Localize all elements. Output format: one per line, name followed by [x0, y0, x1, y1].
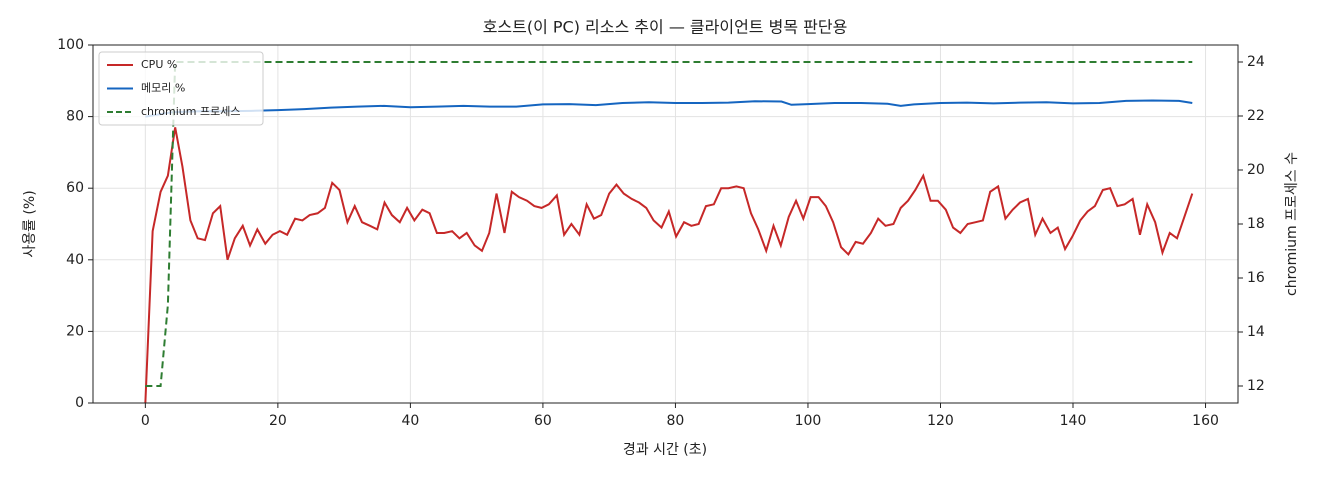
y2-tick-label: 16 [1247, 270, 1265, 286]
y-tick-label: 60 [66, 180, 84, 196]
y2-tick-label: 24 [1247, 54, 1265, 70]
x-tick-label: 60 [534, 413, 552, 429]
x-tick-label: 80 [667, 413, 685, 429]
x-tick-label: 140 [1060, 413, 1087, 429]
y2-tick-label: 20 [1247, 162, 1265, 178]
legend-label: CPU % [141, 58, 177, 71]
y2-axis-label: chromium 프로세스 수 [1284, 152, 1300, 296]
x-axis-label: 경과 시간 (초) [623, 442, 707, 458]
y-tick-label: 100 [57, 37, 84, 53]
legend-label: chromium 프로세스 [141, 105, 240, 118]
y-tick-label: 80 [66, 109, 84, 125]
x-tick-label: 20 [269, 413, 287, 429]
y2-tick-label: 18 [1247, 216, 1265, 232]
y2-tick-label: 12 [1247, 378, 1265, 394]
series-line [144, 127, 1194, 404]
y-tick-label: 20 [66, 323, 84, 339]
legend: CPU % 메모리 % chromium 프로세스 [98, 51, 264, 126]
legend-box [98, 51, 264, 126]
y-tick-label: 0 [75, 395, 84, 411]
y2-tick-label: 14 [1247, 324, 1265, 340]
y2-tick-label: 22 [1247, 108, 1265, 124]
legend-label: 메모리 % [141, 82, 185, 95]
y-tick-label: 40 [66, 252, 84, 268]
plot-frame [92, 44, 1239, 404]
x-tick-label: 120 [927, 413, 954, 429]
x-tick-label: 40 [401, 413, 419, 429]
x-tick-label: 160 [1192, 413, 1219, 429]
series-line [145, 99, 1193, 118]
chart-title: 호스트(이 PC) 리소스 추이 — 클라이언트 병목 판단용 [483, 18, 848, 37]
x-tick-label: 0 [141, 413, 150, 429]
y-axis-label: 사용률 (%) [22, 190, 38, 257]
x-tick-label: 100 [795, 413, 822, 429]
